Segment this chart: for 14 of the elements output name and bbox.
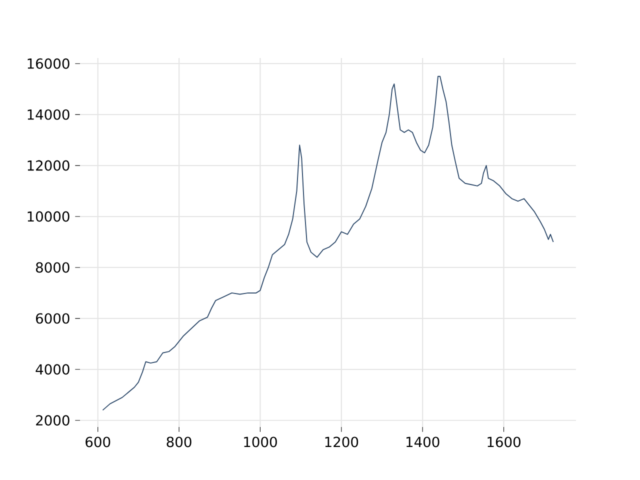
y-tick-label: 8000 [36,262,70,273]
x-tick-label: 1200 [325,436,358,448]
y-tick-label: 2000 [36,415,70,426]
y-tick-label: 10000 [28,211,70,222]
y-tick-label: 6000 [36,313,70,324]
y-tick-label: 4000 [36,364,70,375]
y-tick-label: 14000 [28,109,70,120]
x-tick-label: 600 [86,436,110,448]
x-tick-label: 1600 [488,436,520,448]
x-tick-label: 1000 [244,436,277,448]
x-tick-label: 1400 [406,436,440,448]
x-tick-label: 800 [166,436,192,448]
y-tick-label: 16000 [28,58,70,69]
y-tick-label: 12000 [28,160,70,171]
